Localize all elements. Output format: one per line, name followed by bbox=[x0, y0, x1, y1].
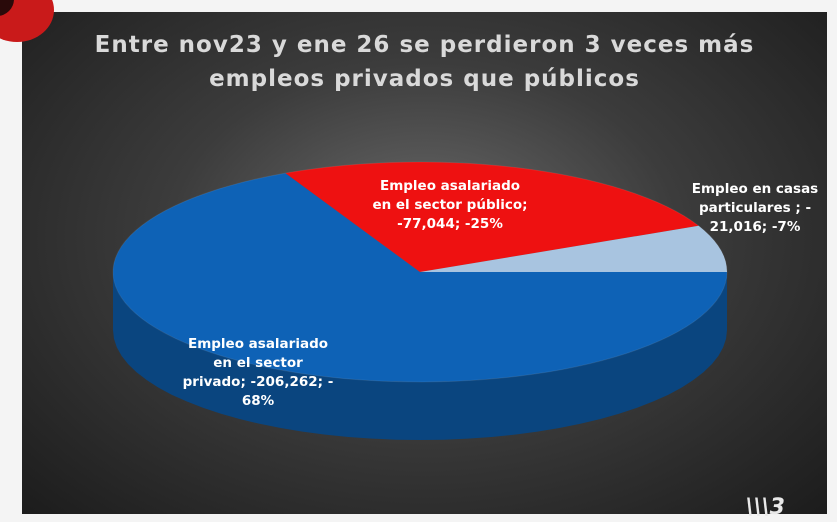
pie-slice-publico bbox=[285, 162, 699, 272]
pie-slice-privado bbox=[113, 173, 728, 382]
chart-title-line-1: Entre nov23 y ene 26 se perdieron 3 vece… bbox=[94, 32, 755, 58]
slice-label-casas: Empleo en casas particulares ; - 21,016;… bbox=[691, 181, 819, 235]
slice-label-privado: Empleo asalariado en el sector privado; … bbox=[182, 336, 334, 409]
pie-rim bbox=[112, 161, 728, 383]
brand-logo-inner bbox=[0, 0, 14, 16]
watermark-logo-icon: \\\3 bbox=[745, 495, 785, 520]
pie-slice-casas bbox=[420, 225, 727, 272]
chart-title-line-2: empleos privados que públicos bbox=[209, 66, 640, 92]
chart-title: Entre nov23 y ene 26 se perdieron 3 vece… bbox=[22, 28, 827, 96]
slice-label-publico: Empleo asalariado en el sector público; … bbox=[372, 178, 528, 232]
pie-side-privado bbox=[113, 272, 727, 440]
